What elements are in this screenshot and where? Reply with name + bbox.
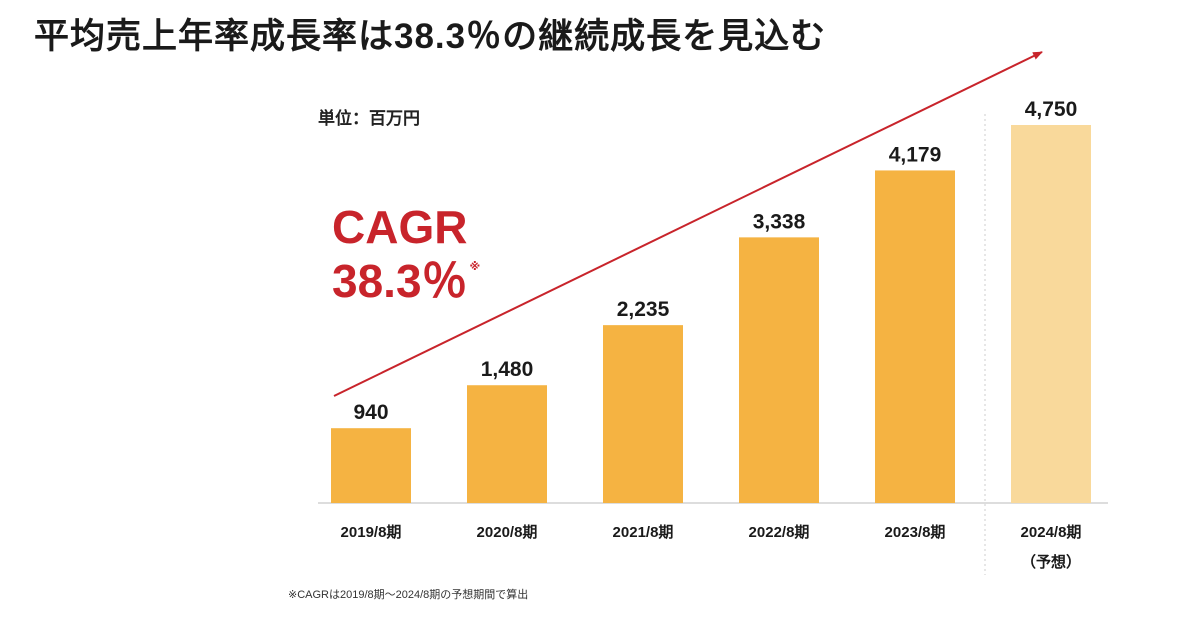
bar-1: [331, 428, 411, 503]
unit-label: 単位：百万円: [318, 109, 420, 128]
value-label-4: 3,338: [753, 210, 806, 233]
cagr-note-mark: ※: [469, 261, 481, 273]
category-label-5: 2023/8期: [885, 523, 946, 541]
category-label-1: 2019/8期: [341, 523, 402, 541]
category-label-3: 2021/8期: [613, 523, 674, 541]
value-label-5: 4,179: [889, 143, 942, 166]
bar-6: [1011, 125, 1091, 503]
value-label-2: 1,480: [481, 358, 534, 381]
value-label-1: 940: [353, 401, 388, 424]
value-label-3: 2,235: [617, 298, 670, 321]
cagr-value: 38.3％: [332, 255, 468, 307]
category-label-6: 2024/8期: [1021, 523, 1082, 541]
category-label-4: 2022/8期: [749, 523, 810, 541]
value-label-6: 4,750: [1025, 98, 1078, 121]
forecast-note: （予想）: [1021, 553, 1081, 571]
cagr-callout: CAGR 38.3％ ※: [332, 204, 480, 304]
category-label-2: 2020/8期: [477, 523, 538, 541]
bar-3: [603, 325, 683, 503]
trend-arrow: [333, 51, 1043, 397]
bar-5: [875, 170, 955, 503]
page-title: 平均売上年率成長率は38.3％の継続成長を見込む: [34, 17, 827, 56]
cagr-value-line: 38.3％ ※: [332, 258, 480, 304]
bar-2: [467, 385, 547, 503]
bar-4: [739, 237, 819, 503]
cagr-label: CAGR: [332, 201, 468, 253]
footnote: ※CAGRは2019/8期〜2024/8期の予想期間で算出: [288, 589, 529, 601]
